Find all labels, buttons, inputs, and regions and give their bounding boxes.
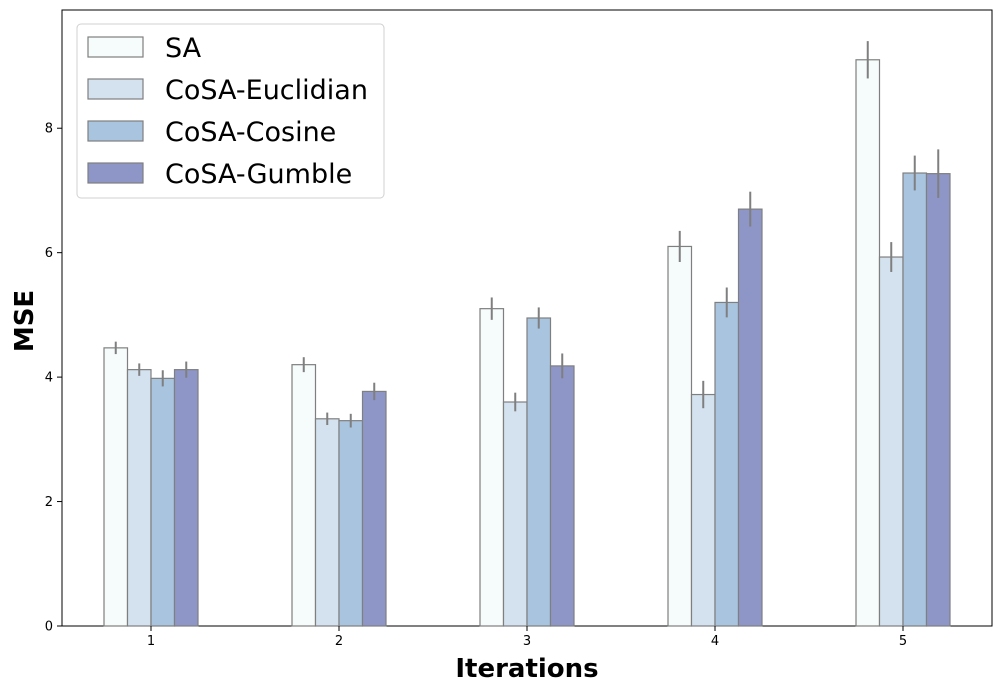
bar-3-3: [737, 208, 763, 627]
y-tick-label-2: 4: [45, 371, 53, 386]
bar-0-1: [291, 364, 317, 627]
legend-label-3: CoSA-Gumble: [165, 159, 352, 190]
bar-2-2: [526, 317, 552, 627]
bar-1-2: [502, 401, 528, 627]
bar-3-4: [925, 173, 951, 627]
bar-1-3: [690, 393, 716, 627]
y-axis-label: MSE: [10, 290, 40, 352]
legend-swatch-3: [87, 162, 144, 184]
bar-1-0: [126, 369, 152, 627]
legend-frame: [76, 23, 385, 199]
bar-2-3: [714, 301, 740, 627]
y-axis: 0 2 4 6 8: [45, 122, 62, 635]
bar-0-2: [479, 308, 505, 627]
x-tick-label-0: 1: [147, 634, 155, 649]
x-axis-label: Iterations: [455, 654, 598, 684]
x-tick-label-2: 3: [523, 634, 531, 649]
legend-swatch-1: [87, 78, 144, 100]
bar-0-3: [667, 245, 693, 627]
error-bars-layer: [114, 41, 940, 428]
x-axis: 1 2 3 4 5: [147, 626, 907, 649]
bar-1-1: [314, 418, 340, 627]
legend-label-1: CoSA-Euclidian: [165, 75, 368, 106]
bar-3-1: [361, 390, 387, 627]
bar-0-0: [103, 347, 129, 627]
y-tick-label-1: 2: [45, 495, 53, 510]
x-tick-label-4: 5: [899, 634, 907, 649]
y-tick-label-0: 0: [45, 620, 53, 635]
legend-label-2: CoSA-Cosine: [165, 117, 336, 148]
legend-items: SA CoSA-Euclidian CoSA-Cosine CoSA-Gumble: [87, 33, 368, 190]
bars-layer: [103, 59, 951, 627]
legend-swatch-0: [87, 36, 144, 58]
x-tick-label-1: 2: [335, 634, 343, 649]
x-tick-label-3: 4: [711, 634, 719, 649]
bar-2-0: [150, 377, 176, 627]
y-tick-label-3: 6: [45, 246, 53, 261]
legend-swatch-2: [87, 120, 144, 142]
bar-0-4: [855, 59, 881, 627]
y-tick-label-4: 8: [45, 122, 53, 137]
bar-2-4: [902, 172, 928, 627]
bar-2-1: [338, 420, 364, 627]
legend: SA CoSA-Euclidian CoSA-Cosine CoSA-Gumble: [76, 23, 385, 199]
bar-3-2: [549, 365, 575, 627]
legend-label-0: SA: [165, 33, 202, 64]
bar-3-0: [173, 369, 199, 627]
bar-1-4: [878, 256, 904, 627]
